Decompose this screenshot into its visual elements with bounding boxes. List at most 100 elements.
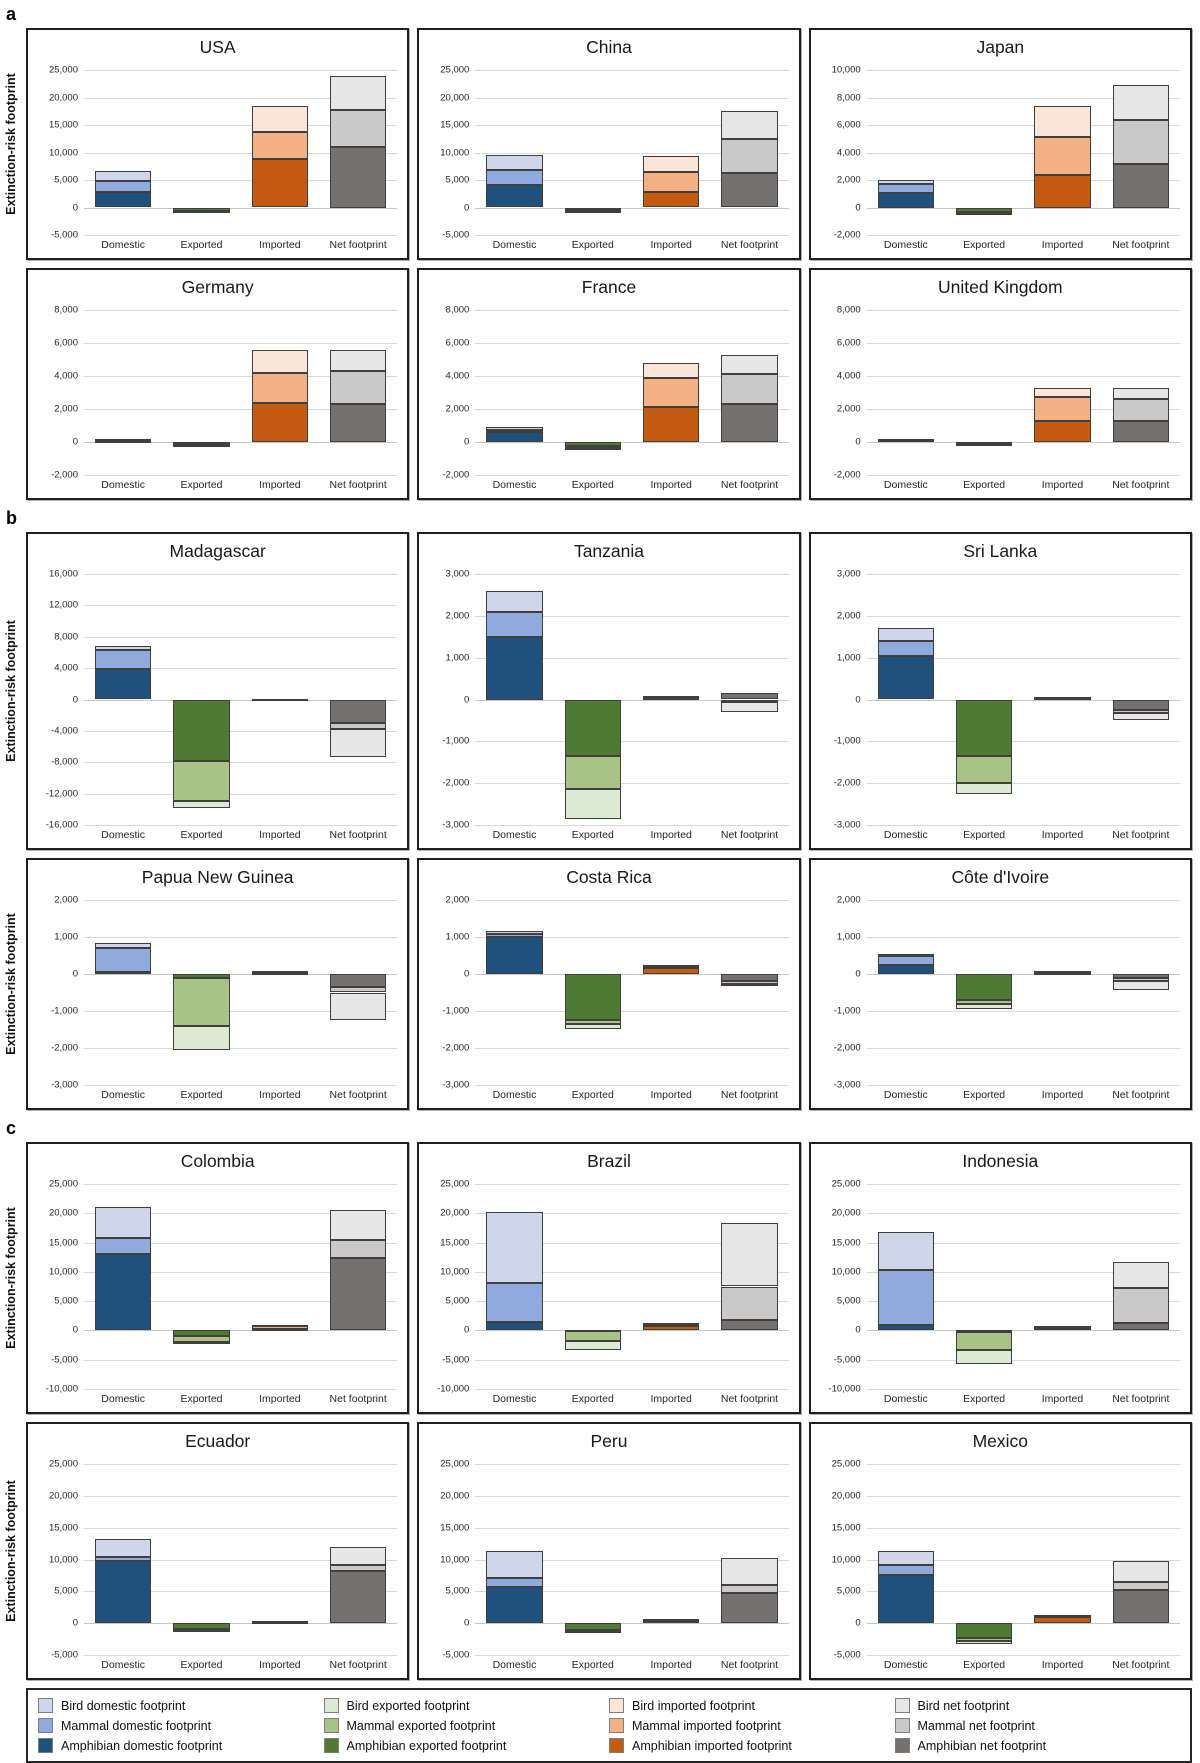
y-tick-label: 20,000 — [48, 1207, 78, 1219]
bar-imported-mammal — [251, 372, 309, 404]
bar-domestic-bird — [486, 427, 543, 430]
gridline — [475, 574, 789, 575]
bar-exported-bird — [173, 1341, 230, 1344]
y-axis-title: Extinction-risk footprint — [4, 1207, 18, 1349]
gridline — [866, 207, 1180, 209]
x-category-label: Imported — [1041, 1393, 1084, 1405]
gridline — [84, 937, 398, 938]
chart-row: Extinction-risk footprint Madagascar 16,00… — [4, 532, 1192, 850]
x-category-label: Net footprint — [1112, 239, 1170, 251]
gridline — [866, 152, 1180, 154]
bar-net-bird — [1112, 85, 1169, 120]
bar-imported-bird — [251, 971, 309, 974]
gridline — [475, 442, 789, 443]
y-tick-label: 4,000 — [54, 370, 78, 382]
gridline — [866, 1655, 1180, 1656]
gridline — [84, 70, 398, 71]
plot-area: 2,000 1,000 0 -1,000 -2,000 -3,000 Domestic Exp… — [51, 895, 398, 1101]
legend-label: Bird exported footprint — [346, 1698, 470, 1713]
section-label-b: b — [6, 508, 17, 528]
gridline — [866, 937, 1180, 938]
y-tick-label: 6,000 — [836, 119, 861, 131]
bar-net-mammal — [329, 371, 387, 405]
gridline — [866, 1011, 1180, 1012]
gridline — [84, 762, 398, 764]
bar-imported-amphibian — [1034, 420, 1091, 442]
legend-label: Mammal exported footprint — [346, 1718, 496, 1733]
bar-net-amphibian — [329, 404, 387, 442]
chart-row: Extinction-risk footprint USA 25,000 20,000… — [4, 28, 1192, 260]
x-category-label: Net footprint — [329, 479, 387, 491]
x-category-label: Exported — [571, 479, 614, 491]
y-tick-label: 10,000 — [831, 1554, 861, 1565]
x-category-label: Imported — [259, 1659, 301, 1671]
row-gutter — [6, 268, 26, 500]
bar-exported-bird — [173, 1025, 230, 1050]
y-tick-label: -1,000 — [442, 735, 470, 747]
bar-net-bird — [721, 702, 778, 713]
x-category-label: Exported — [963, 479, 1006, 491]
legend-label: Mammal net footprint — [917, 1718, 1035, 1733]
x-category-label: Exported — [180, 829, 223, 841]
x-category-label: Domestic — [101, 829, 146, 841]
x-category-label: Exported — [963, 239, 1006, 251]
legend-swatch — [323, 1718, 339, 1733]
plot-area: 25,000 20,000 15,000 10,000 5,000 0 -5,000 -10,… — [828, 1179, 1180, 1405]
x-category-label: Domestic — [101, 1659, 146, 1671]
bar-imported-mammal — [251, 131, 309, 160]
y-tick-label: 0 — [855, 968, 861, 980]
gridline — [866, 1301, 1180, 1303]
x-category-label: Net footprint — [720, 829, 779, 841]
legend-label: Bird imported footprint — [632, 1698, 755, 1713]
bar-net-bird — [329, 992, 387, 1021]
gridline — [84, 730, 398, 732]
bar-net-amphibian — [1112, 974, 1169, 979]
gridline — [475, 1591, 789, 1593]
gridline — [84, 574, 398, 575]
row-gutter: Extinction-risk footprint — [4, 28, 26, 260]
bar-domestic-mammal — [486, 169, 543, 185]
x-category-label: Imported — [650, 239, 692, 251]
gridline — [475, 1464, 789, 1465]
bar-exported-amphibian — [173, 1330, 230, 1336]
gridline — [84, 207, 398, 209]
legend-item-mammal-domestic-footprint: Mammal domestic footprint — [38, 1718, 324, 1733]
gridline — [475, 1527, 789, 1529]
chart-panel-tanzania: Tanzania 3,000 2,000 1,000 0 -1,000 -2,000 -3,0… — [417, 532, 801, 850]
bar-exported-bird — [564, 1023, 622, 1030]
bar-net-bird — [721, 111, 778, 139]
gridline — [84, 1389, 398, 1390]
chart-title: France — [581, 277, 637, 297]
bar-imported-amphibian — [642, 407, 700, 442]
bar-domestic-mammal — [877, 1270, 934, 1326]
bar-domestic-mammal — [94, 650, 152, 669]
bar-domestic-mammal — [94, 948, 152, 972]
bar-net-amphibian — [1112, 699, 1169, 710]
gridline — [84, 1591, 398, 1593]
bar-domestic-amphibian — [486, 184, 543, 208]
gridline — [84, 668, 398, 670]
y-tick-label: 0 — [72, 694, 78, 705]
gridline — [84, 152, 398, 154]
bar-imported-amphibian — [642, 191, 700, 208]
gridline — [84, 409, 398, 410]
bar-exported-amphibian — [955, 699, 1013, 756]
bar-exported-bird — [564, 1340, 622, 1351]
gridline — [475, 615, 789, 617]
y-tick-label: 10,000 — [831, 64, 861, 76]
chart-panel-china: China 25,000 20,000 15,000 10,000 5,000 0 -5,00… — [417, 28, 801, 260]
bar-exported-bird — [173, 211, 230, 214]
y-tick-label: 20,000 — [440, 92, 470, 103]
x-category-label: Exported — [963, 829, 1006, 841]
bar-domestic-mammal — [94, 1556, 152, 1562]
gridline — [866, 235, 1180, 236]
legend: Bird domestic footprint Mammal domestic f… — [26, 1688, 1192, 1763]
chart-title: Tanzania — [573, 541, 645, 561]
y-tick-label: 15,000 — [831, 1522, 861, 1534]
y-tick-label: 0 — [855, 202, 861, 213]
x-category-label: Net footprint — [1112, 1089, 1170, 1101]
y-tick-label: 20,000 — [48, 1490, 78, 1502]
y-tick-label: 15,000 — [440, 1237, 470, 1249]
gridline — [475, 343, 789, 344]
bar-imported-bird — [642, 1619, 700, 1622]
